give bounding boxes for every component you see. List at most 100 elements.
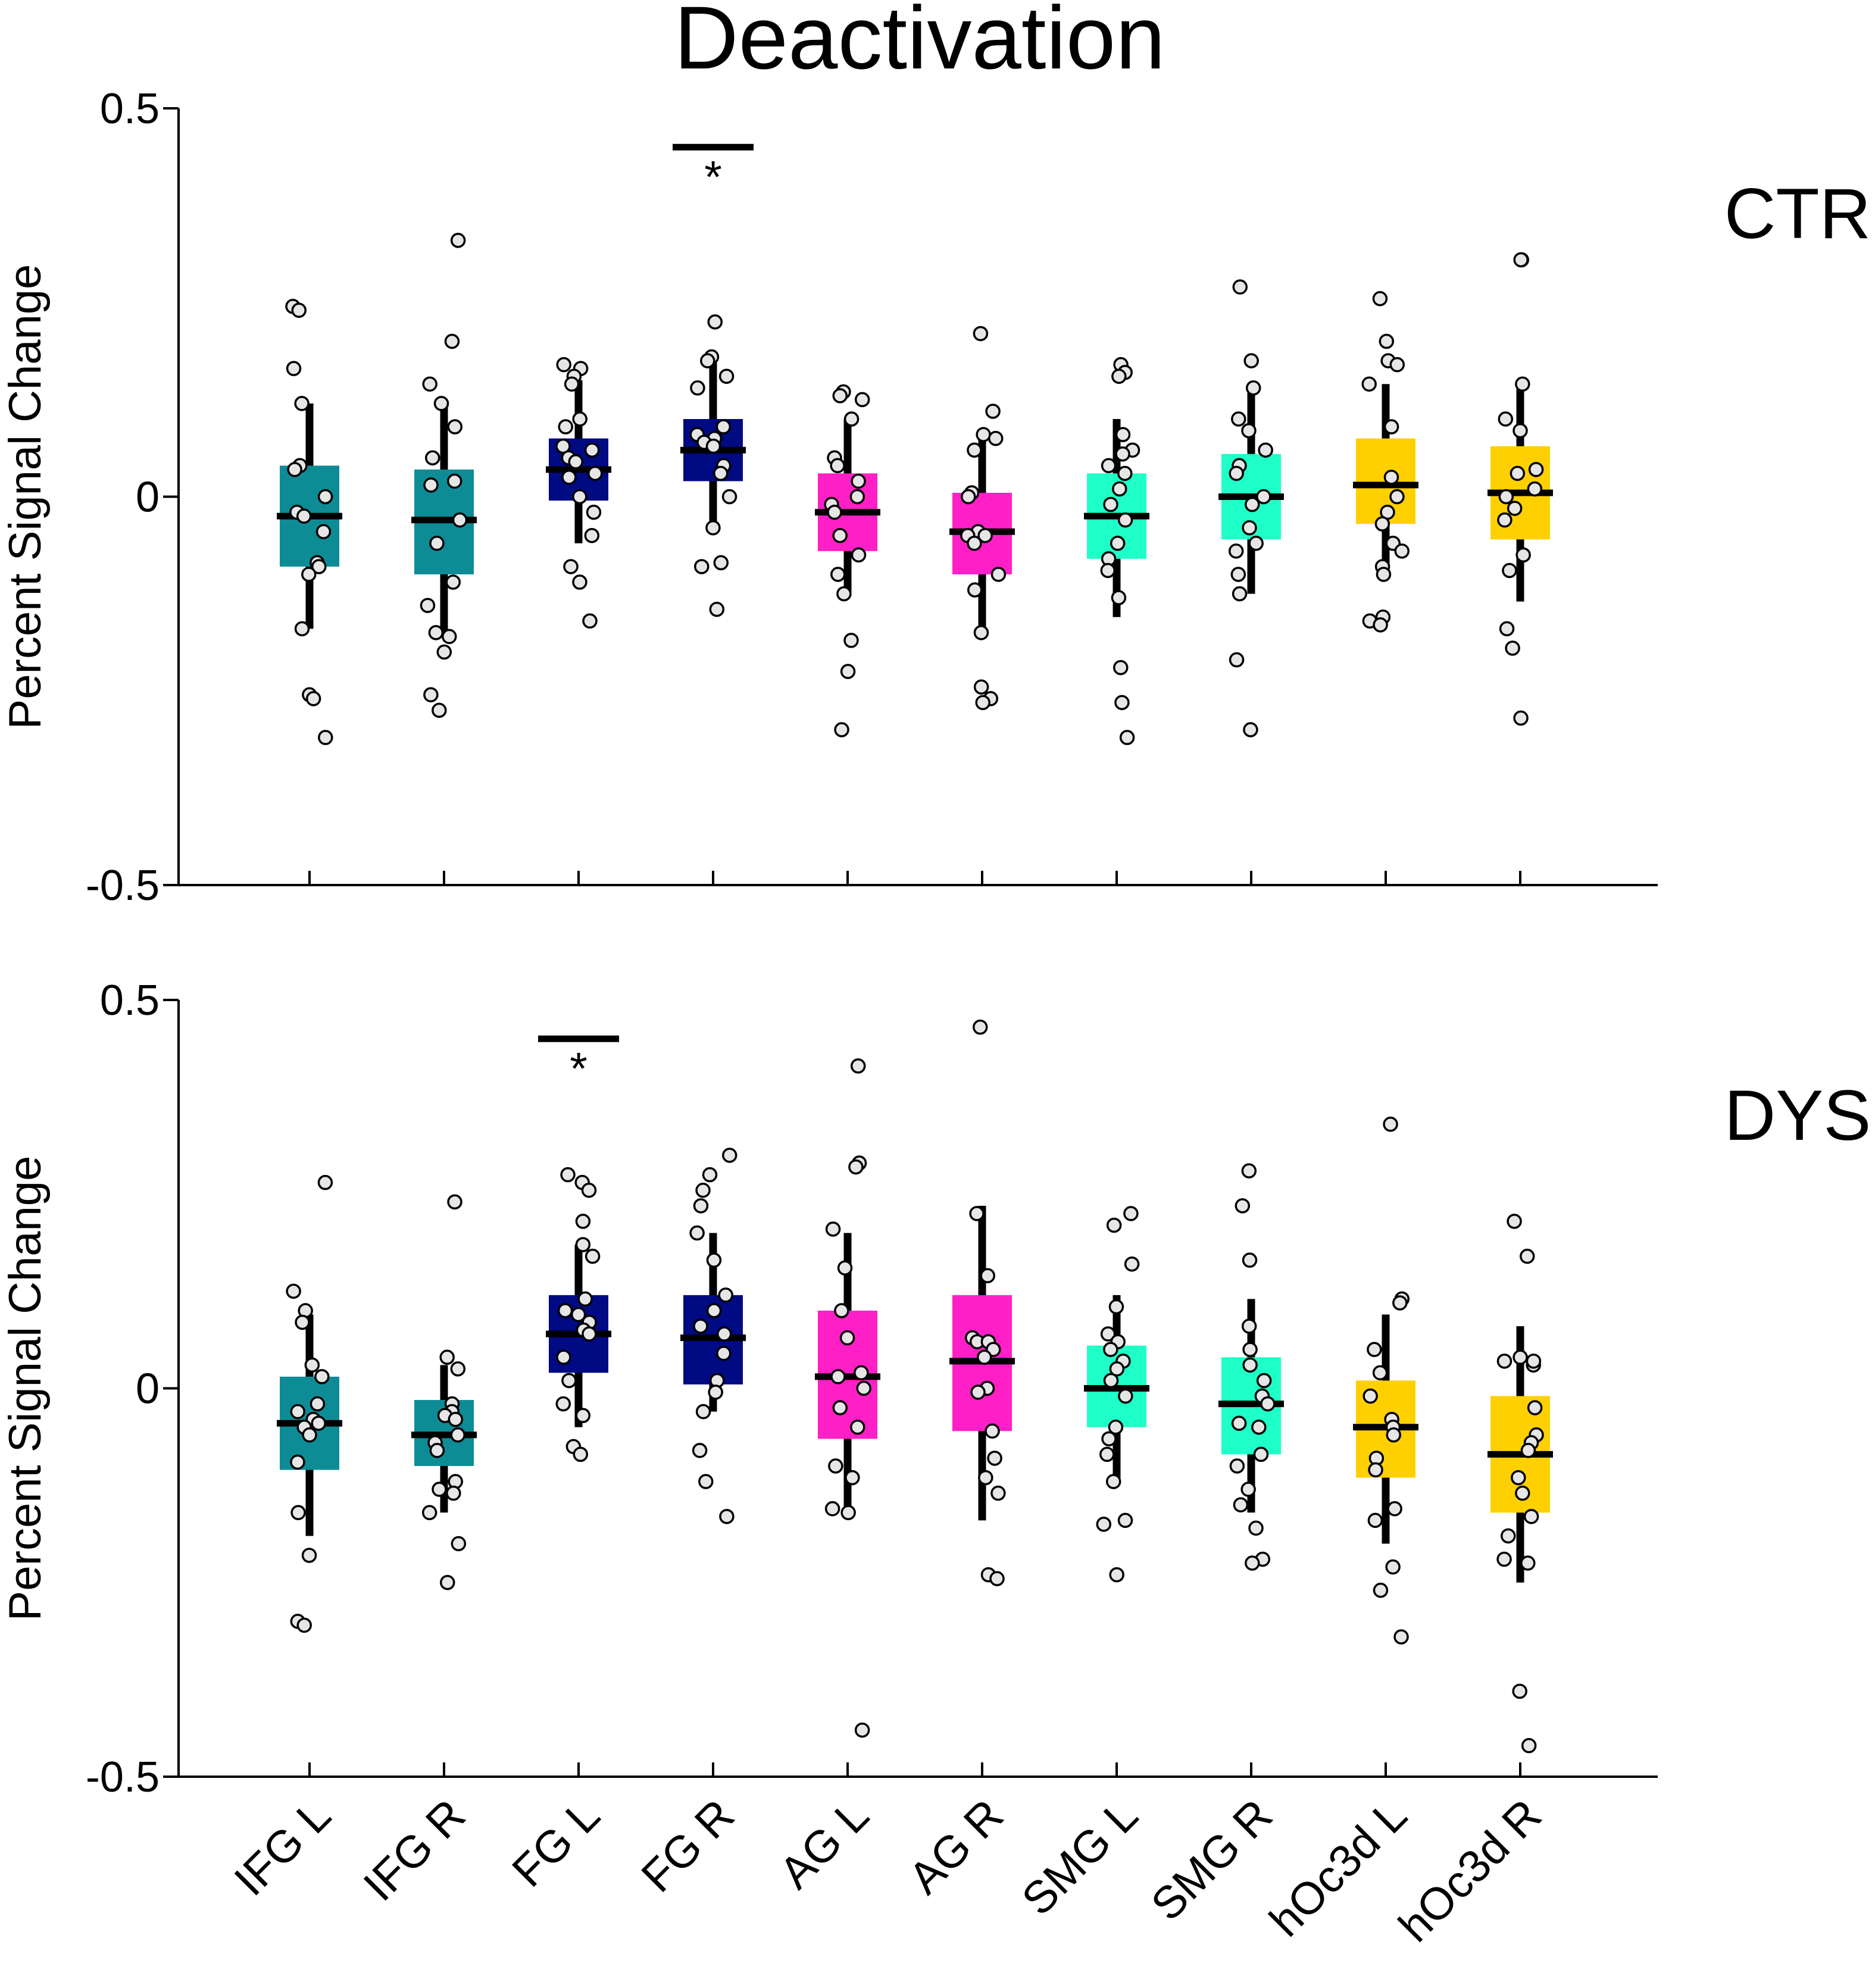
data-point bbox=[1498, 489, 1514, 505]
data-point bbox=[713, 555, 729, 571]
data-point bbox=[1389, 357, 1405, 373]
data-point bbox=[446, 1485, 461, 1501]
y-axis-label-dys: Percent Signal Change bbox=[0, 1156, 51, 1621]
data-point bbox=[1117, 465, 1133, 482]
data-point bbox=[572, 411, 588, 427]
data-point bbox=[1523, 1509, 1539, 1524]
data-point bbox=[973, 625, 989, 640]
data-point bbox=[429, 1443, 445, 1458]
data-point bbox=[1103, 496, 1118, 512]
data-point bbox=[825, 1221, 841, 1237]
data-point bbox=[1235, 1198, 1251, 1214]
data-point bbox=[1231, 1415, 1247, 1431]
data-point bbox=[702, 1167, 718, 1183]
data-point bbox=[1228, 543, 1244, 559]
data-point bbox=[1392, 1295, 1408, 1311]
data-point bbox=[837, 1260, 853, 1276]
significance-star: * bbox=[704, 152, 722, 202]
data-point bbox=[1373, 1583, 1389, 1598]
data-point bbox=[446, 473, 462, 489]
data-point bbox=[447, 419, 462, 435]
data-point bbox=[311, 1415, 326, 1431]
data-point bbox=[970, 1384, 986, 1400]
data-point bbox=[977, 528, 993, 543]
data-point bbox=[1100, 1326, 1116, 1342]
box-dys-smg-r bbox=[1218, 1163, 1284, 1571]
data-point bbox=[572, 574, 588, 590]
data-point bbox=[1243, 722, 1258, 737]
data-point bbox=[848, 1159, 864, 1175]
data-point bbox=[967, 536, 982, 551]
data-point bbox=[432, 1481, 447, 1497]
box-ctr-fg-r bbox=[680, 314, 746, 617]
data-point bbox=[975, 695, 990, 711]
box-ctr-ifg-l bbox=[277, 299, 342, 745]
data-point bbox=[1383, 419, 1399, 435]
data-point bbox=[721, 1148, 738, 1163]
data-point bbox=[828, 1458, 843, 1474]
data-point bbox=[1231, 411, 1246, 427]
data-point bbox=[694, 559, 710, 574]
data-point bbox=[709, 601, 725, 617]
data-point bbox=[1510, 465, 1526, 482]
data-point bbox=[577, 1291, 593, 1307]
data-point bbox=[1513, 710, 1529, 726]
data-point bbox=[1110, 536, 1126, 551]
data-point bbox=[1389, 489, 1405, 505]
data-point bbox=[286, 361, 302, 376]
data-point bbox=[564, 376, 580, 392]
data-point bbox=[1387, 1501, 1402, 1517]
data-point bbox=[1241, 1318, 1257, 1334]
data-point bbox=[424, 450, 440, 465]
data-point bbox=[1232, 586, 1248, 602]
data-point bbox=[1109, 1567, 1124, 1583]
data-point bbox=[294, 621, 310, 637]
data-point bbox=[832, 1400, 848, 1415]
data-point bbox=[1505, 640, 1520, 656]
data-point bbox=[1118, 1388, 1133, 1404]
data-point bbox=[1393, 1629, 1409, 1645]
data-point bbox=[1242, 520, 1257, 536]
data-point bbox=[433, 396, 449, 411]
data-point bbox=[588, 465, 603, 482]
data-point bbox=[1515, 376, 1530, 392]
data-point bbox=[1394, 543, 1410, 559]
data-point bbox=[849, 489, 865, 505]
data-point bbox=[452, 512, 468, 528]
data-point bbox=[317, 489, 333, 505]
data-point bbox=[1108, 1420, 1124, 1435]
data-point bbox=[575, 1214, 591, 1229]
data-point bbox=[1112, 659, 1129, 676]
data-point bbox=[832, 528, 848, 543]
data-point bbox=[1114, 695, 1130, 711]
data-point bbox=[716, 1326, 732, 1342]
data-point bbox=[856, 1380, 871, 1396]
data-point bbox=[421, 1505, 438, 1521]
data-point bbox=[832, 388, 848, 404]
data-point bbox=[1243, 353, 1259, 368]
data-point bbox=[969, 1206, 985, 1221]
data-point bbox=[1513, 252, 1529, 268]
data-point bbox=[1374, 516, 1390, 532]
box-dys-fg-r bbox=[680, 1148, 746, 1524]
data-point bbox=[1376, 567, 1392, 582]
data-point bbox=[315, 524, 332, 539]
data-point bbox=[708, 1384, 723, 1400]
y-tick-label: 0 bbox=[136, 474, 160, 521]
data-point bbox=[1373, 617, 1388, 633]
data-point bbox=[445, 574, 461, 590]
data-point bbox=[1527, 1400, 1543, 1415]
data-point bbox=[987, 1451, 1002, 1466]
box-ctr-ag-l bbox=[815, 384, 880, 737]
data-point bbox=[973, 679, 989, 695]
data-point bbox=[824, 1501, 840, 1517]
box-ctr-smg-l bbox=[1084, 357, 1149, 745]
data-point bbox=[1111, 368, 1127, 384]
data-point bbox=[715, 419, 732, 435]
data-point bbox=[689, 1225, 705, 1241]
data-point bbox=[570, 1306, 586, 1323]
data-point bbox=[854, 392, 870, 408]
data-point bbox=[836, 586, 852, 602]
data-point bbox=[690, 380, 705, 396]
